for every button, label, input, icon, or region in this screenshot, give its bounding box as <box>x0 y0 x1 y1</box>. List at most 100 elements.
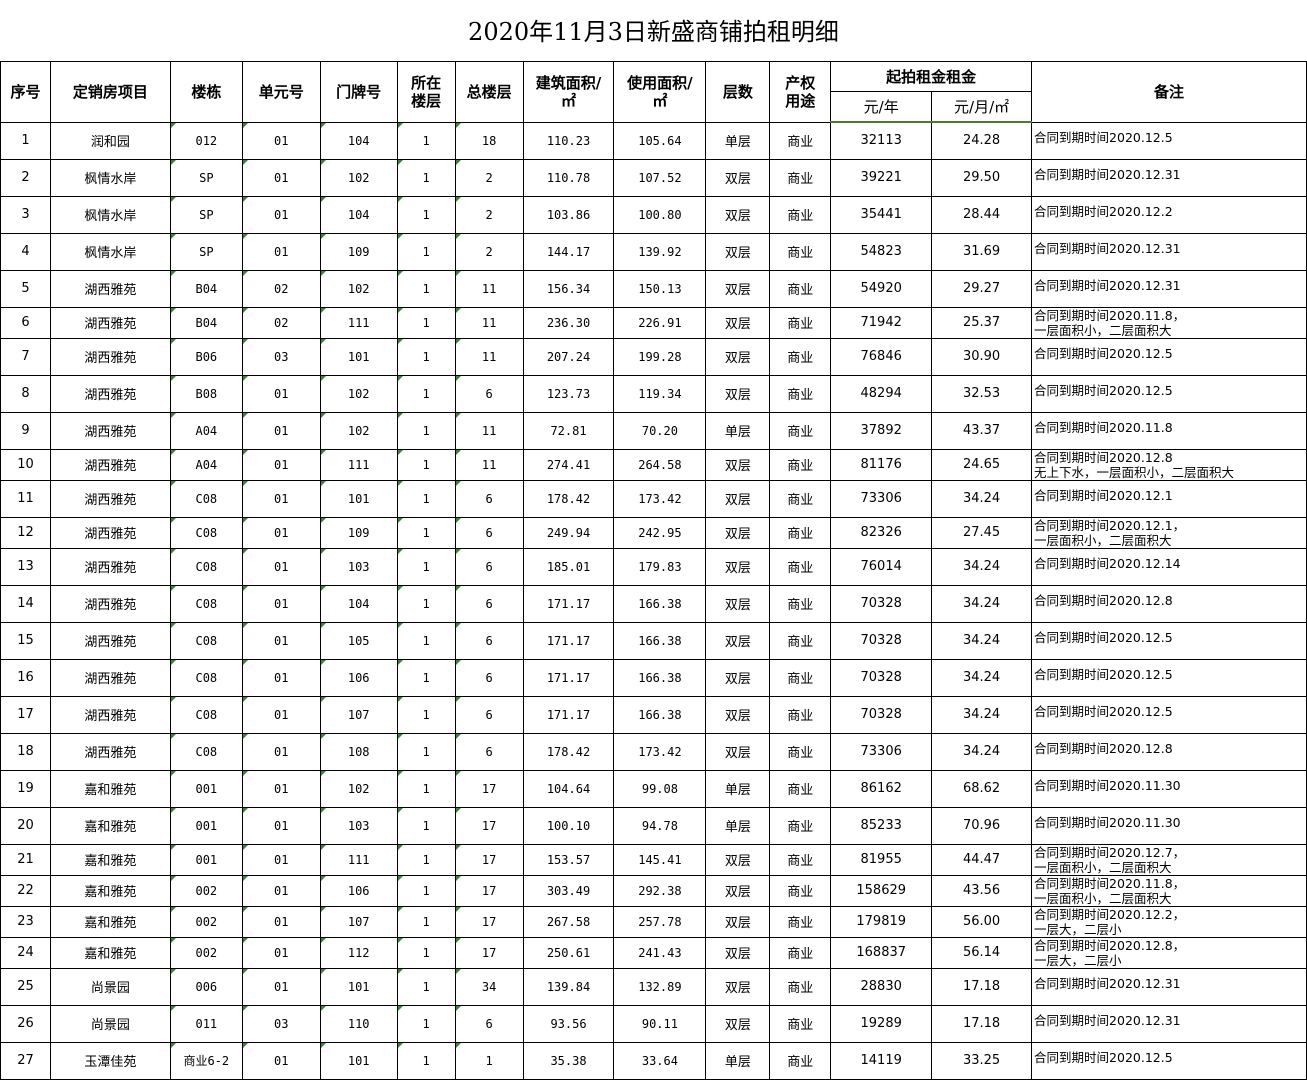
cell-rent-year[interactable]: 28830 <box>830 967 933 1006</box>
cell-unit[interactable]: 01 <box>241 967 321 1006</box>
cell-door[interactable]: 106 <box>319 658 398 697</box>
cell-unit[interactable]: 01 <box>241 411 321 450</box>
cell-unit[interactable]: 01 <box>241 374 321 413</box>
cell-unit[interactable]: 03 <box>241 337 321 376</box>
cell-seq[interactable]: 24 <box>0 936 51 969</box>
cell-rent-year[interactable]: 81955 <box>830 843 933 876</box>
cell-layers[interactable]: 双层 <box>705 479 771 518</box>
cell-use-area[interactable]: 139.92 <box>613 232 707 271</box>
cell-floor[interactable]: 1 <box>396 1004 456 1043</box>
cell-building[interactable]: 001 <box>169 843 243 876</box>
cell-total-floors[interactable]: 6 <box>454 479 524 518</box>
cell-building[interactable]: 011 <box>169 1004 243 1043</box>
cell-rent-year[interactable]: 76846 <box>830 337 933 376</box>
cell-layers[interactable]: 双层 <box>705 158 771 197</box>
cell-door[interactable]: 102 <box>319 411 398 450</box>
cell-unit[interactable]: 01 <box>241 874 321 907</box>
cell-note[interactable]: 合同到期时间2020.11.8， 一层面积小，二层面积大 <box>1031 874 1307 907</box>
cell-use-area[interactable]: 145.41 <box>613 843 707 876</box>
cell-total-floors[interactable]: 17 <box>454 806 524 845</box>
cell-build-area[interactable]: 123.73 <box>522 374 615 413</box>
cell-use-area[interactable]: 107.52 <box>613 158 707 197</box>
cell-note[interactable]: 合同到期时间2020.11.30 <box>1031 769 1307 808</box>
cell-floor[interactable]: 1 <box>396 843 456 876</box>
cell-usage[interactable]: 商业 <box>769 195 832 234</box>
cell-project[interactable]: 湖西雅苑 <box>49 516 171 549</box>
cell-project[interactable]: 枫情水岸 <box>49 195 171 234</box>
cell-usage[interactable]: 商业 <box>769 232 832 271</box>
cell-project[interactable]: 嘉和雅苑 <box>49 806 171 845</box>
cell-door[interactable]: 111 <box>319 306 398 339</box>
cell-unit[interactable]: 01 <box>241 769 321 808</box>
cell-floor[interactable]: 1 <box>396 195 456 234</box>
header-floor[interactable]: 所在楼层 <box>396 61 456 123</box>
header-rent-group[interactable]: 起拍租金租金 <box>830 61 1033 92</box>
cell-seq[interactable]: 22 <box>0 874 51 907</box>
cell-building[interactable]: 001 <box>169 769 243 808</box>
cell-build-area[interactable]: 153.57 <box>522 843 615 876</box>
cell-rent-month[interactable]: 43.56 <box>931 874 1033 907</box>
header-building[interactable]: 楼栋 <box>169 61 243 123</box>
cell-unit[interactable]: 01 <box>241 936 321 969</box>
header-note[interactable]: 备注 <box>1031 61 1307 123</box>
cell-door[interactable]: 107 <box>319 905 398 938</box>
cell-unit[interactable]: 01 <box>241 516 321 549</box>
cell-note[interactable]: 合同到期时间2020.12.31 <box>1031 1004 1307 1043</box>
cell-project[interactable]: 嘉和雅苑 <box>49 874 171 907</box>
cell-layers[interactable]: 双层 <box>705 306 771 339</box>
cell-door[interactable]: 102 <box>319 769 398 808</box>
cell-layers[interactable]: 双层 <box>705 584 771 623</box>
cell-rent-month[interactable]: 34.24 <box>931 695 1033 734</box>
cell-seq[interactable]: 12 <box>0 516 51 549</box>
cell-unit[interactable]: 01 <box>241 547 321 586</box>
cell-use-area[interactable]: 99.08 <box>613 769 707 808</box>
cell-floor[interactable]: 1 <box>396 232 456 271</box>
cell-use-area[interactable]: 166.38 <box>613 695 707 734</box>
cell-building[interactable]: A04 <box>169 411 243 450</box>
cell-use-area[interactable]: 166.38 <box>613 621 707 660</box>
cell-unit[interactable]: 01 <box>241 695 321 734</box>
cell-build-area[interactable]: 35.38 <box>522 1041 615 1080</box>
cell-total-floors[interactable]: 17 <box>454 905 524 938</box>
cell-seq[interactable]: 17 <box>0 695 51 734</box>
cell-usage[interactable]: 商业 <box>769 374 832 413</box>
cell-total-floors[interactable]: 6 <box>454 695 524 734</box>
cell-build-area[interactable]: 274.41 <box>522 448 615 481</box>
cell-seq[interactable]: 5 <box>0 269 51 308</box>
cell-seq[interactable]: 15 <box>0 621 51 660</box>
cell-project[interactable]: 湖西雅苑 <box>49 479 171 518</box>
cell-build-area[interactable]: 267.58 <box>522 905 615 938</box>
cell-rent-year[interactable]: 54920 <box>830 269 933 308</box>
cell-door[interactable]: 101 <box>319 337 398 376</box>
cell-floor[interactable]: 1 <box>396 337 456 376</box>
header-use-area[interactable]: 使用面积/㎡ <box>613 61 707 123</box>
cell-building[interactable]: SP <box>169 195 243 234</box>
cell-door[interactable]: 102 <box>319 158 398 197</box>
cell-usage[interactable]: 商业 <box>769 547 832 586</box>
cell-rent-month[interactable]: 34.24 <box>931 621 1033 660</box>
cell-usage[interactable]: 商业 <box>769 516 832 549</box>
cell-building[interactable]: B04 <box>169 306 243 339</box>
cell-use-area[interactable]: 264.58 <box>613 448 707 481</box>
cell-building[interactable]: B08 <box>169 374 243 413</box>
cell-floor[interactable]: 1 <box>396 967 456 1006</box>
cell-note[interactable]: 合同到期时间2020.12.5 <box>1031 337 1307 376</box>
cell-use-area[interactable]: 292.38 <box>613 874 707 907</box>
cell-project[interactable]: 尚景园 <box>49 1004 171 1043</box>
cell-layers[interactable]: 双层 <box>705 337 771 376</box>
cell-floor[interactable]: 1 <box>396 584 456 623</box>
cell-layers[interactable]: 单层 <box>705 411 771 450</box>
cell-usage[interactable]: 商业 <box>769 306 832 339</box>
cell-usage[interactable]: 商业 <box>769 479 832 518</box>
cell-building[interactable]: A04 <box>169 448 243 481</box>
cell-rent-month[interactable]: 34.24 <box>931 658 1033 697</box>
cell-building[interactable]: SP <box>169 158 243 197</box>
cell-rent-month[interactable]: 17.18 <box>931 967 1033 1006</box>
cell-rent-month[interactable]: 30.90 <box>931 337 1033 376</box>
cell-floor[interactable]: 1 <box>396 121 456 160</box>
cell-build-area[interactable]: 171.17 <box>522 584 615 623</box>
cell-unit[interactable]: 01 <box>241 843 321 876</box>
cell-rent-year[interactable]: 37892 <box>830 411 933 450</box>
cell-rent-year[interactable]: 14119 <box>830 1041 933 1080</box>
cell-door[interactable]: 103 <box>319 547 398 586</box>
